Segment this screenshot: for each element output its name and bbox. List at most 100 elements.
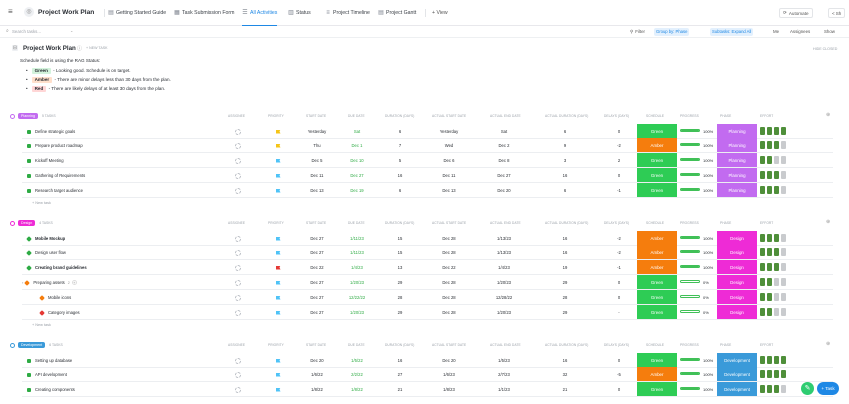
phase-chip[interactable]: Design — [717, 290, 757, 304]
task-name[interactable]: Creating brand guidelines — [35, 265, 87, 270]
priority-cell[interactable] — [268, 138, 288, 153]
priority-cell[interactable] — [268, 290, 288, 305]
page-title[interactable]: Project Work Plan — [38, 9, 95, 16]
delay-cell[interactable]: 0 — [617, 295, 621, 300]
dur-cell[interactable]: 29 — [397, 310, 403, 315]
astart-cell[interactable]: Dec 11 — [442, 173, 456, 178]
task-name-cell[interactable]: Define strategic goals — [22, 124, 182, 139]
start-cell[interactable]: Dec 22 — [310, 265, 324, 270]
assignee-cell[interactable] — [228, 231, 248, 246]
schedule-chip[interactable]: Green — [637, 153, 677, 167]
status-icon[interactable] — [39, 294, 45, 301]
priority-cell[interactable] — [268, 382, 288, 397]
dur-cell[interactable]: 7 — [398, 143, 402, 148]
task-name[interactable]: API development — [35, 372, 67, 377]
dur-cell[interactable]: 15 — [397, 250, 403, 255]
column-header[interactable]: START DATE — [306, 343, 327, 347]
aend-cell[interactable]: 1/20/23 — [497, 280, 511, 285]
schedule-chip[interactable]: Green — [637, 290, 677, 304]
delay-cell[interactable]: 0 — [617, 358, 621, 363]
schedule-chip[interactable]: Amber — [637, 138, 677, 152]
effort-block[interactable] — [774, 186, 779, 194]
due-cell[interactable]: 1/20/23 — [350, 310, 364, 315]
assignee-cell[interactable] — [228, 367, 248, 382]
adur-cell[interactable]: 29 — [562, 310, 568, 315]
effort-block[interactable] — [781, 370, 786, 378]
due-cell[interactable]: 12/22/22 — [348, 295, 366, 300]
status-icon[interactable] — [27, 143, 31, 148]
phase-chip[interactable]: Planning — [717, 183, 757, 197]
dur-cell[interactable]: 16 — [397, 173, 403, 178]
astart-cell[interactable]: 1/6/23 — [443, 372, 455, 377]
task-name[interactable]: Category images — [48, 310, 80, 315]
new-task-fab[interactable]: + Task — [817, 382, 839, 395]
priority-cell[interactable] — [268, 124, 288, 139]
column-header[interactable]: DUE DATE — [348, 221, 365, 225]
schedule-chip[interactable]: Green — [637, 275, 677, 289]
start-cell[interactable]: Yesterday — [307, 129, 327, 134]
due-cell[interactable]: Dec 1 — [351, 143, 363, 148]
column-header[interactable]: ACTUAL START DATE — [432, 221, 467, 225]
start-cell[interactable]: Dec 27 — [310, 236, 324, 241]
effort-block[interactable] — [781, 263, 786, 271]
column-header[interactable]: EFFORT — [760, 221, 774, 225]
table-row[interactable]: API development 1/6/22 2/2/22 27 1/6/23 2/7/2… — [22, 367, 833, 382]
column-header[interactable]: ASSIGNEE — [228, 221, 246, 225]
effort-block[interactable] — [760, 141, 765, 149]
delay-cell[interactable]: 2 — [617, 158, 621, 163]
phase-chip[interactable]: Development — [717, 382, 757, 396]
collapse-group-icon[interactable] — [10, 113, 15, 119]
automate-button[interactable]: ⟳ Automate — [779, 8, 813, 18]
schedule-chip[interactable]: Green — [637, 183, 677, 197]
effort-block[interactable] — [781, 141, 786, 149]
status-icon[interactable] — [27, 129, 31, 134]
dur-cell[interactable]: 27 — [397, 372, 403, 377]
unassigned-avatar-icon[interactable] — [235, 157, 241, 164]
due-cell[interactable]: 1/11/23 — [350, 250, 364, 255]
astart-cell[interactable]: Dec 28 — [442, 295, 456, 300]
aend-cell[interactable]: Dec 20 — [497, 188, 511, 193]
effort-block[interactable] — [760, 234, 765, 242]
start-cell[interactable]: Dec 5 — [311, 158, 323, 163]
adur-cell[interactable]: 21 — [562, 387, 568, 392]
unassigned-avatar-icon[interactable] — [235, 386, 241, 393]
collapse-group-icon[interactable] — [10, 342, 15, 348]
assignee-cell[interactable] — [228, 290, 248, 305]
adur-cell[interactable]: 6 — [563, 188, 567, 193]
effort-block[interactable] — [760, 156, 765, 164]
schedule-chip[interactable]: Green — [637, 124, 677, 138]
effort-block[interactable] — [781, 186, 786, 194]
subtask-count[interactable]: 2 — [67, 280, 70, 285]
aend-cell[interactable]: 1/5/23 — [498, 358, 510, 363]
tab-project-timeline[interactable]: ≡ Project Timeline — [325, 0, 370, 26]
effort-block[interactable] — [781, 127, 786, 135]
effort-block[interactable] — [767, 278, 772, 286]
astart-cell[interactable]: Dec 20 — [442, 358, 456, 363]
effort-block[interactable] — [767, 171, 772, 179]
dur-cell[interactable]: 29 — [397, 280, 403, 285]
effort-block[interactable] — [781, 248, 786, 256]
adur-cell[interactable]: 3 — [563, 158, 567, 163]
table-row[interactable]: Category images Dec 27 1/20/23 29 Dec 28 1/20… — [22, 305, 833, 320]
priority-cell[interactable] — [268, 260, 288, 275]
task-name[interactable]: Mobile icons — [48, 295, 72, 300]
assignee-cell[interactable] — [228, 183, 248, 198]
effort-block[interactable] — [781, 308, 786, 316]
effort-block[interactable] — [760, 186, 765, 194]
effort-block[interactable] — [767, 293, 772, 301]
effort-block[interactable] — [774, 385, 779, 393]
adur-cell[interactable]: 19 — [562, 265, 568, 270]
table-row[interactable]: Creating brand guidelines Dec 22 1/4/23 13 D… — [22, 260, 833, 275]
group-by-button[interactable]: Group by: Phase — [654, 27, 690, 36]
task-name-cell[interactable]: › Preparing assets 2 + — [22, 275, 182, 290]
adur-cell[interactable]: 16 — [562, 173, 568, 178]
column-header[interactable]: PHASE — [720, 114, 732, 118]
task-name-cell[interactable]: Prepare product roadmap — [22, 138, 182, 153]
effort-block[interactable] — [767, 234, 772, 242]
search-input[interactable]: Search tasks... — [12, 28, 42, 34]
unassigned-avatar-icon[interactable] — [235, 357, 241, 364]
delay-cell[interactable]: -2 — [617, 236, 621, 241]
phase-chip[interactable]: Development — [717, 353, 757, 367]
astart-cell[interactable]: Dec 28 — [442, 280, 456, 285]
me-filter-button[interactable]: Me — [773, 28, 780, 34]
